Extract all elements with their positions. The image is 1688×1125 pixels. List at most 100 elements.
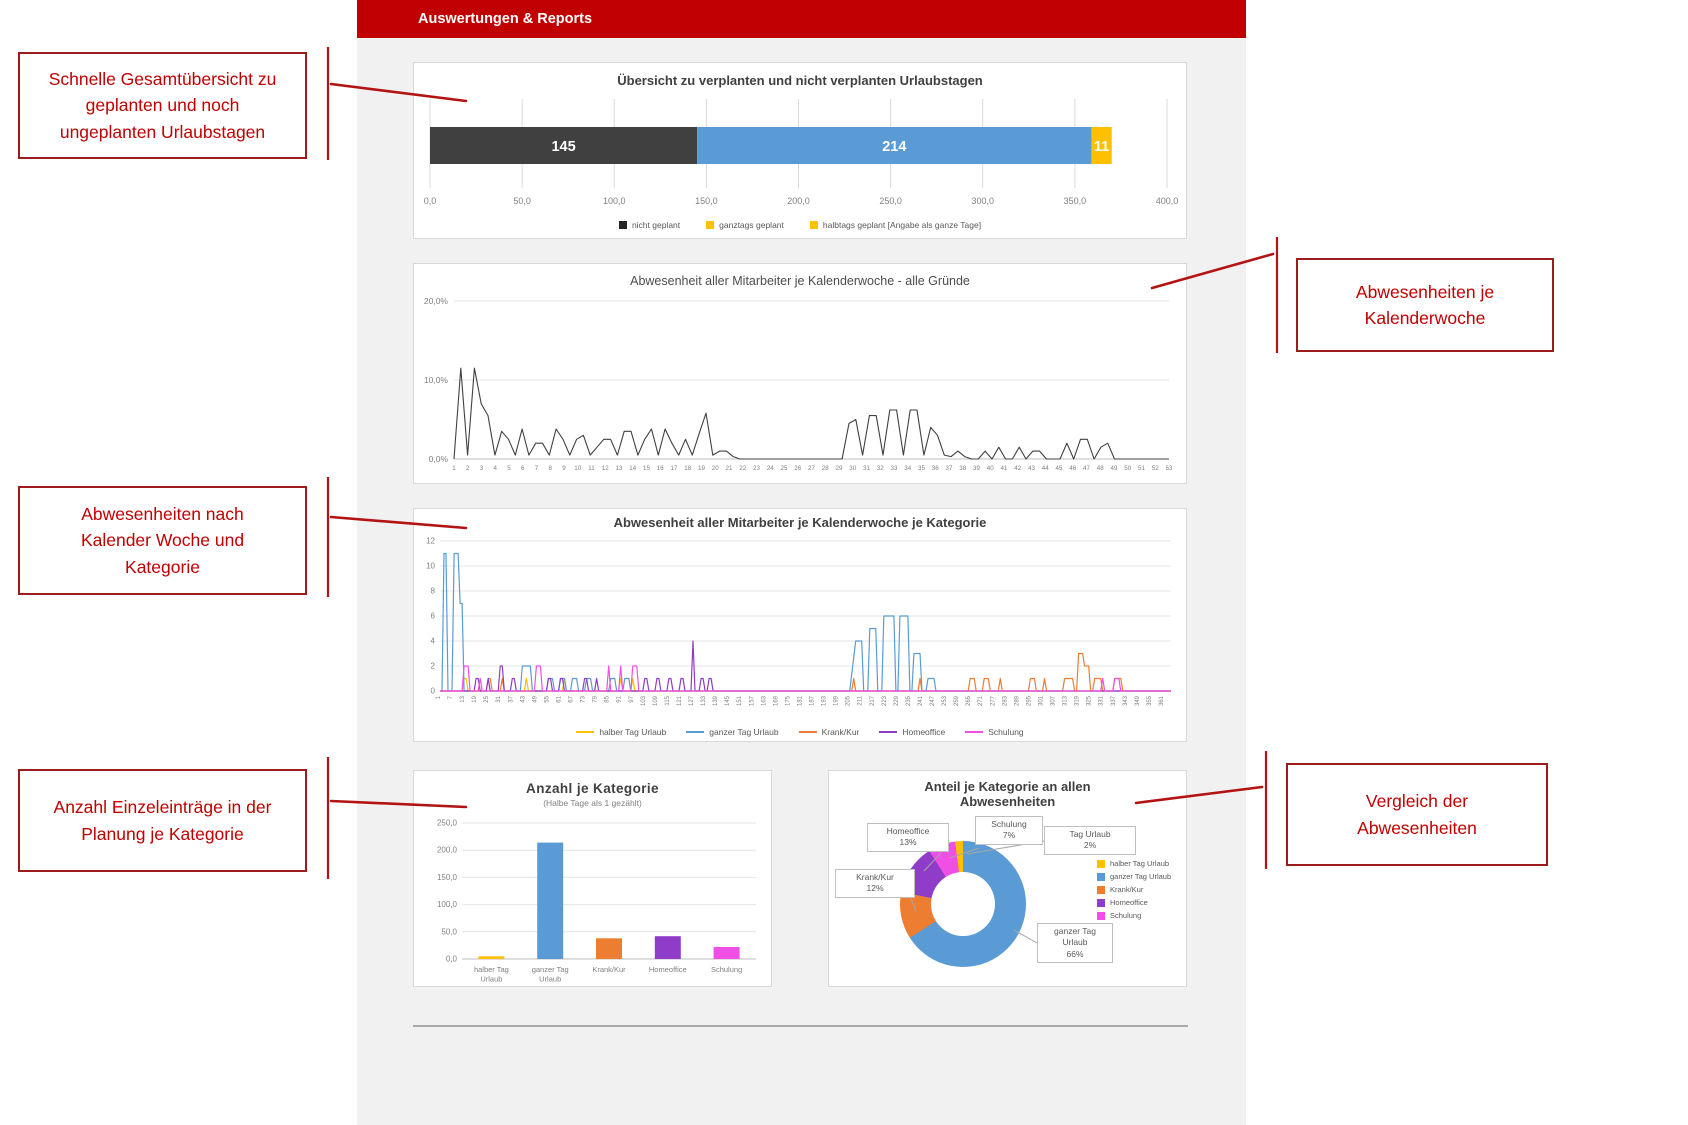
chart-legend: nicht geplant ganztags geplant halbtags ge… xyxy=(414,220,1186,230)
legend-swatch xyxy=(1097,911,1105,920)
svg-text:200,0: 200,0 xyxy=(437,846,458,855)
page-title: Auswertungen & Reports xyxy=(418,11,593,27)
chart-legend: halber Tag Urlaub ganzer Tag Urlaub Krank/… xyxy=(1097,859,1171,924)
legend-label: halbtags geplant [Angabe als ganze Tage] xyxy=(822,220,982,230)
svg-text:38: 38 xyxy=(959,465,966,472)
svg-text:8: 8 xyxy=(549,465,553,472)
chart-card-urlaubstage-uebersicht: Übersicht zu verplanten und nicht verpla… xyxy=(413,62,1187,239)
legend-item: ganzer Tag Urlaub xyxy=(1097,872,1171,881)
svg-text:10: 10 xyxy=(574,465,581,472)
svg-text:53: 53 xyxy=(1166,465,1173,472)
svg-text:Urlaub: Urlaub xyxy=(480,975,502,984)
legend-label: Schulung xyxy=(988,727,1024,737)
svg-text:1: 1 xyxy=(452,465,456,472)
chart-legend: halber Tag Urlaub ganzer Tag Urlaub Krank/… xyxy=(414,727,1186,737)
svg-text:52: 52 xyxy=(1152,465,1159,472)
svg-text:349: 349 xyxy=(1135,695,1141,706)
svg-text:337: 337 xyxy=(1111,695,1117,706)
svg-text:97: 97 xyxy=(629,695,635,702)
svg-text:211: 211 xyxy=(858,695,864,705)
svg-text:265: 265 xyxy=(966,695,972,706)
svg-text:34: 34 xyxy=(904,465,911,472)
svg-text:30: 30 xyxy=(849,465,856,472)
legend-item: nicht geplant xyxy=(618,220,680,230)
svg-text:103: 103 xyxy=(641,695,647,706)
legend-swatch xyxy=(965,730,984,734)
svg-text:3: 3 xyxy=(480,465,484,472)
svg-text:7: 7 xyxy=(448,695,454,699)
legend-label: ganztags geplant xyxy=(719,220,784,230)
legend-swatch xyxy=(1097,872,1105,881)
svg-text:22: 22 xyxy=(739,465,746,472)
legend-swatch xyxy=(706,221,715,229)
svg-text:41: 41 xyxy=(1001,465,1008,472)
chart-card-abwesenheit-kategorie: Abwesenheit aller Mitarbeiter je Kalende… xyxy=(413,508,1187,742)
annotation-callout-anzahl: Anzahl Einzeleinträge in der Planung je … xyxy=(18,769,307,872)
svg-text:6: 6 xyxy=(521,465,525,472)
svg-text:250,0: 250,0 xyxy=(437,819,458,828)
svg-text:73: 73 xyxy=(581,695,587,702)
svg-text:169: 169 xyxy=(773,695,779,706)
svg-text:55: 55 xyxy=(544,695,550,702)
svg-text:29: 29 xyxy=(836,465,843,472)
svg-text:150,0: 150,0 xyxy=(437,873,458,882)
legend-swatch xyxy=(1097,898,1105,907)
pie-callout: Homeoffice 13% xyxy=(867,823,949,852)
svg-text:127: 127 xyxy=(689,695,695,706)
svg-text:33: 33 xyxy=(891,465,898,472)
svg-text:229: 229 xyxy=(894,695,900,706)
svg-text:139: 139 xyxy=(713,695,719,706)
legend-swatch xyxy=(686,730,705,734)
svg-text:61: 61 xyxy=(557,695,563,702)
legend-swatch xyxy=(879,730,898,734)
legend-item: Krank/Kur xyxy=(1097,885,1171,894)
svg-text:0,0: 0,0 xyxy=(446,955,458,964)
svg-text:9: 9 xyxy=(562,465,566,472)
svg-text:24: 24 xyxy=(767,465,774,472)
svg-text:Schulung: Schulung xyxy=(711,965,742,974)
legend-item: Homeoffice xyxy=(879,727,945,737)
legend-item: halbtags geplant [Angabe als ganze Tage] xyxy=(809,220,982,230)
svg-text:235: 235 xyxy=(906,695,912,706)
svg-text:325: 325 xyxy=(1087,695,1093,706)
svg-text:361: 361 xyxy=(1159,695,1165,706)
chart-title: Abwesenheit aller Mitarbeiter je Kalende… xyxy=(630,274,970,288)
svg-text:40: 40 xyxy=(987,465,994,472)
legend-item: Schulung xyxy=(1097,911,1171,920)
svg-text:313: 313 xyxy=(1063,695,1069,706)
svg-text:100,0: 100,0 xyxy=(603,196,626,206)
svg-text:181: 181 xyxy=(798,695,804,706)
svg-text:5: 5 xyxy=(507,465,511,472)
svg-text:200,0: 200,0 xyxy=(787,196,810,206)
svg-text:2: 2 xyxy=(466,465,470,472)
svg-text:109: 109 xyxy=(653,695,659,706)
legend-swatch xyxy=(576,730,595,734)
svg-text:79: 79 xyxy=(593,695,599,702)
svg-text:50: 50 xyxy=(1124,465,1131,472)
svg-text:163: 163 xyxy=(761,695,767,706)
svg-text:223: 223 xyxy=(882,695,888,706)
svg-text:49: 49 xyxy=(532,695,538,702)
svg-text:301: 301 xyxy=(1039,695,1045,706)
legend-label: Krank/Kur xyxy=(821,727,860,737)
svg-text:307: 307 xyxy=(1051,695,1057,706)
pie-callout: Schulung 7% xyxy=(975,816,1043,845)
svg-text:150,0: 150,0 xyxy=(695,196,718,206)
svg-text:7: 7 xyxy=(535,465,539,472)
svg-text:100,0: 100,0 xyxy=(437,900,458,909)
legend-label: ganzer Tag Urlaub xyxy=(709,727,779,737)
annotation-callout-kategorie: Abwesenheiten nach Kalender Woche und Ka… xyxy=(18,486,307,595)
pie-callout: ganzer Tag Urlaub 66% xyxy=(1037,923,1113,964)
svg-text:295: 295 xyxy=(1026,695,1032,706)
svg-text:25: 25 xyxy=(484,695,490,702)
svg-text:17: 17 xyxy=(671,465,678,472)
annotation-callout-vergleich: Vergleich der Abwesenheiten xyxy=(1286,763,1548,866)
svg-text:35: 35 xyxy=(918,465,925,472)
svg-text:44: 44 xyxy=(1042,465,1049,472)
svg-text:151: 151 xyxy=(737,695,743,706)
svg-text:32: 32 xyxy=(877,465,884,472)
legend-swatch xyxy=(809,221,818,229)
legend-item: halber Tag Urlaub xyxy=(1097,859,1171,868)
svg-text:115: 115 xyxy=(665,695,671,705)
